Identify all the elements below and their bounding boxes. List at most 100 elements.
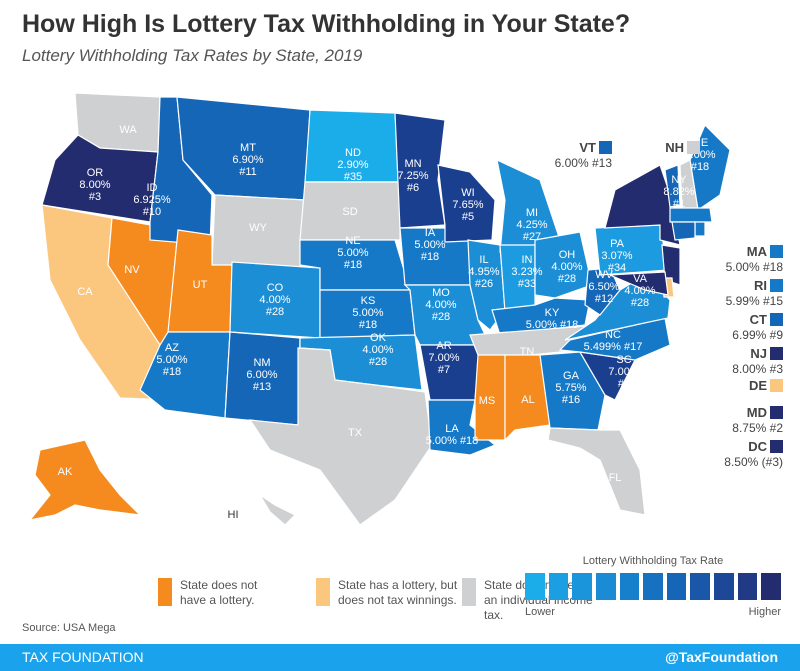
state-code: KY [544, 307, 560, 319]
state-rate: 8.82% [663, 186, 695, 198]
state-ny [604, 164, 681, 246]
state-code: OH [558, 249, 576, 261]
state-code: MS [478, 395, 496, 407]
scale-step [761, 573, 782, 600]
state-code: PA [610, 238, 624, 250]
callout-de: DE [749, 378, 783, 394]
state-code: IL [479, 254, 489, 266]
state-code: SC [616, 354, 632, 366]
state-label-ak: AK [58, 466, 73, 478]
state-code: IA [424, 227, 436, 239]
chart-title: How High Is Lottery Tax Withholding in Y… [22, 10, 631, 38]
callout-code: RI [754, 278, 767, 293]
state-label-ga: GA 5.75% #16 [555, 370, 586, 406]
state-label-mn: MN 7.25% #6 [397, 158, 428, 194]
state-code: ND [345, 147, 361, 159]
state-label-az: AZ 5.00% #18 [156, 342, 187, 378]
state-rank: #18 [358, 319, 378, 331]
state-rank: #6 [406, 182, 420, 194]
callout-swatch [770, 313, 783, 326]
callout-nh: NH [665, 140, 700, 156]
state-label-ky: KY 5.00% #18 [526, 307, 579, 331]
state-label-or: OR 8.00% #3 [79, 167, 110, 203]
state-rank: #35 [343, 171, 363, 183]
state-label-mi: MI 4.25% #27 [516, 207, 547, 243]
callout-code: CT [749, 312, 767, 327]
state-label-ar: AR 7.00% #7 [428, 340, 459, 376]
scale-boxes [525, 573, 782, 600]
state-rate: 6.925% [133, 194, 171, 206]
state-code: WY [249, 222, 267, 234]
callout-swatch [770, 245, 783, 258]
state-rate: 5.00% [156, 354, 188, 366]
state-rate: 3.23% [511, 266, 543, 278]
callout-value: 5.00% #18 [725, 260, 783, 274]
state-ak [28, 439, 142, 521]
state-rate: 6.00% [246, 369, 278, 381]
state-code: GA [563, 370, 579, 382]
state-rate: 7.25% [397, 170, 429, 182]
scale-step [619, 573, 640, 600]
state-code: TX [347, 427, 363, 439]
callout-value: 5.99% #15 [725, 294, 783, 308]
state-rank: #1 [672, 198, 686, 210]
state-rank: #11 [239, 166, 257, 178]
legend-swatch-gray [462, 578, 476, 606]
state-code: NV [124, 264, 140, 276]
state-rank: #18 [343, 259, 363, 271]
state-code: AZ [164, 342, 180, 354]
state-code: KS [360, 295, 376, 307]
state-code: NE [345, 235, 361, 247]
legend-no-lottery: State does not have a lottery. [158, 578, 270, 608]
callout-vt: VT 6.00% #13 [555, 140, 612, 171]
state-rate: 4.00% [259, 294, 291, 306]
state-rate: 6.50% [588, 281, 620, 293]
state-rate: 5.00% #18 [425, 435, 479, 447]
callout-code: DE [748, 378, 767, 393]
scale-step [595, 573, 616, 600]
state-ms [474, 354, 506, 441]
state-rate: 5.00% #18 [525, 319, 579, 331]
state-rate: 4.95% [468, 266, 500, 278]
state-label-ok: OK 4.00% #28 [362, 332, 393, 368]
state-rate: 4.25% [516, 219, 548, 231]
state-label-co: CO 4.00% #28 [259, 282, 290, 318]
state-vt [664, 164, 681, 208]
callout-value: 8.50% (#3) [724, 455, 783, 469]
footer-handle[interactable]: @TaxFoundation [665, 649, 778, 665]
state-label-wv: WV 6.50% #12 [588, 269, 619, 305]
state-rank: #34 [607, 262, 627, 274]
state-rate: 4.00% [551, 261, 583, 273]
state-rank: #5 [461, 211, 475, 223]
state-label-fl: FL [609, 472, 622, 484]
callout-code: DC [748, 439, 767, 454]
state-fl [547, 427, 646, 516]
state-label-la: LA 5.00% #18 [426, 423, 479, 447]
state-mn [394, 112, 446, 229]
state-code: MN [404, 158, 422, 170]
callout-swatch [770, 347, 783, 360]
legend-swatch-light-orange [316, 578, 330, 606]
state-rank: #27 [522, 231, 542, 243]
state-rank: #16 [561, 394, 581, 406]
state-code: ID [146, 182, 158, 194]
state-label-mo: MO 4.00% #28 [425, 287, 456, 323]
state-rate: 5.00% [414, 239, 446, 251]
state-label-nm: NM 6.00% #13 [246, 357, 277, 393]
state-label-nc: NC 5.499% #17 [584, 329, 643, 353]
state-label-nd: ND 2.90% #35 [337, 147, 368, 183]
state-code: CO [266, 282, 284, 294]
callout-code: NH [665, 140, 684, 155]
callout-swatch [770, 440, 783, 453]
state-rate: 7.00% [608, 366, 640, 378]
state-label-il: IL 4.95% #26 [468, 254, 499, 290]
state-wi [437, 164, 496, 243]
state-code: OR [86, 167, 104, 179]
footer-brand[interactable]: TAX FOUNDATION [22, 649, 144, 665]
scale-title: Lottery Withholding Tax Rate [582, 555, 724, 567]
state-label-tn: TN [520, 346, 535, 358]
state-label-ia: IA 5.00% #18 [414, 227, 445, 263]
scale-step [737, 573, 758, 600]
state-label-pa: PA 3.07% #34 [601, 238, 632, 274]
